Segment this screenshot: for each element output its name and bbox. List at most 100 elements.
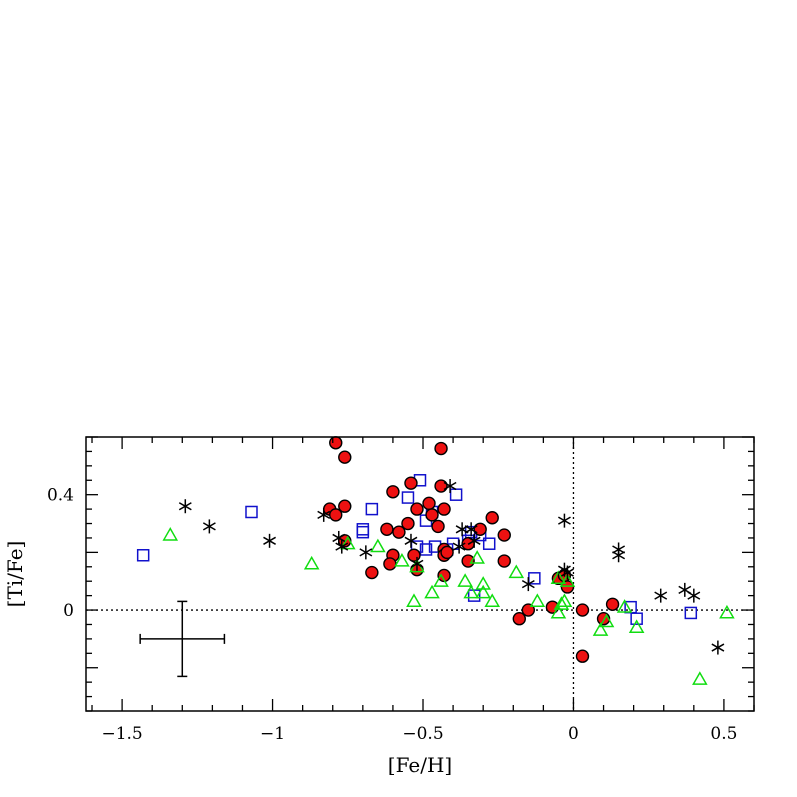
filled-circle-point xyxy=(497,554,511,568)
filled-circle-point xyxy=(338,499,352,513)
open-square-point xyxy=(449,488,463,501)
open-triangle-point xyxy=(475,584,491,599)
open-triangle-point xyxy=(463,584,479,599)
asterisk-point xyxy=(678,582,692,597)
filled-circle-point xyxy=(434,479,448,493)
reference-lines xyxy=(86,437,754,711)
filled-circle-point xyxy=(512,612,526,626)
filled-circle-point xyxy=(401,516,415,531)
open-square-point xyxy=(482,537,496,550)
open-triangle-point xyxy=(370,538,386,553)
filled-circle-point xyxy=(431,519,445,534)
filled-circle-point xyxy=(386,485,400,499)
filled-circle-point xyxy=(422,496,436,511)
open-triangle-point xyxy=(457,573,473,587)
filled-circle-point xyxy=(410,502,424,516)
filled-circle-point xyxy=(560,580,575,594)
asterisk-point xyxy=(612,548,626,563)
asterisk-point xyxy=(202,519,216,534)
asterisk-point xyxy=(410,556,424,571)
filled-circle-point xyxy=(485,511,499,525)
asterisk-point xyxy=(452,539,466,554)
filled-circle-point xyxy=(521,603,536,617)
filled-circle-point xyxy=(497,528,511,542)
axes xyxy=(85,436,755,712)
x-axis-label: [Fe/H] xyxy=(388,753,452,777)
open-triangle-point xyxy=(433,573,449,587)
asterisk-point xyxy=(263,533,276,548)
data-points xyxy=(136,436,735,685)
asterisk-point xyxy=(317,507,331,522)
filled-circle-point xyxy=(329,508,343,522)
filled-circle-point xyxy=(329,436,343,450)
asterisk-point xyxy=(404,533,418,548)
open-square-point xyxy=(365,502,379,516)
asterisk-point xyxy=(332,530,346,545)
filled-circle-point xyxy=(407,548,421,562)
asterisk-point xyxy=(561,565,574,580)
open-square-point xyxy=(401,491,415,504)
open-triangle-point xyxy=(628,619,645,633)
open-triangle-point xyxy=(719,604,735,619)
filled-circle-point xyxy=(425,508,439,522)
filled-circle-point xyxy=(434,441,448,456)
asterisk-point xyxy=(687,588,701,603)
filled-circle-point xyxy=(380,522,394,536)
error-bar xyxy=(139,600,226,678)
open-triangle-point xyxy=(508,564,525,579)
filled-circle-point xyxy=(461,554,475,568)
filled-circle-point xyxy=(365,565,379,580)
filled-circle-point xyxy=(392,525,406,539)
plot-frame xyxy=(85,436,755,712)
open-triangle-point xyxy=(692,671,708,685)
x-tick-label: 0.5 xyxy=(710,724,737,744)
open-triangle-point xyxy=(592,622,609,636)
open-triangle-point xyxy=(469,550,485,564)
x-tick-label: 0 xyxy=(568,724,579,744)
filled-circle-point xyxy=(437,502,451,516)
open-triangle-point xyxy=(475,576,491,590)
open-square-point xyxy=(136,549,150,562)
open-triangle-point xyxy=(303,555,320,570)
filled-circle-point xyxy=(473,522,487,536)
filled-circle-point xyxy=(575,649,590,663)
open-triangle-point xyxy=(598,613,615,628)
open-square-point xyxy=(419,543,433,556)
open-triangle-point xyxy=(406,593,422,608)
open-triangle-point xyxy=(529,593,546,608)
asterisk-point xyxy=(178,499,192,514)
asterisk-point xyxy=(359,545,373,560)
open-triangle-point xyxy=(556,593,573,608)
open-triangle-point xyxy=(550,604,567,619)
open-triangle-point xyxy=(162,527,179,541)
y-axis-label: [Ti/Fe] xyxy=(3,541,27,608)
filled-circle-point xyxy=(338,450,352,464)
open-triangle-point xyxy=(484,593,501,608)
filled-circle-point xyxy=(605,597,620,611)
asterisk-point xyxy=(467,533,481,548)
open-triangle-point xyxy=(550,570,567,584)
asterisk-point xyxy=(557,513,571,528)
open-square-point xyxy=(356,525,370,539)
open-triangle-point xyxy=(424,584,440,599)
filled-circle-point xyxy=(575,603,590,617)
open-square-point xyxy=(630,612,643,625)
open-triangle-point xyxy=(339,535,356,550)
filled-circle-point xyxy=(383,557,397,571)
filled-circle-point xyxy=(440,545,454,560)
y-tick-label: 0 xyxy=(63,601,74,621)
asterisk-point xyxy=(521,577,535,592)
open-square-point xyxy=(684,606,698,620)
open-triangle-point xyxy=(559,573,576,587)
filled-circle-point xyxy=(404,476,418,490)
x-tick-label: −1 xyxy=(260,724,285,744)
y-tick-label: 0.4 xyxy=(47,486,74,506)
open-triangle-point xyxy=(553,596,570,610)
x-tick-label: −1.5 xyxy=(101,724,142,744)
asterisk-point xyxy=(335,539,349,554)
open-triangle-point xyxy=(616,599,633,613)
x-tick-label: −0.5 xyxy=(402,724,443,744)
filled-circle-point xyxy=(596,612,611,626)
asterisk-point xyxy=(654,588,668,603)
